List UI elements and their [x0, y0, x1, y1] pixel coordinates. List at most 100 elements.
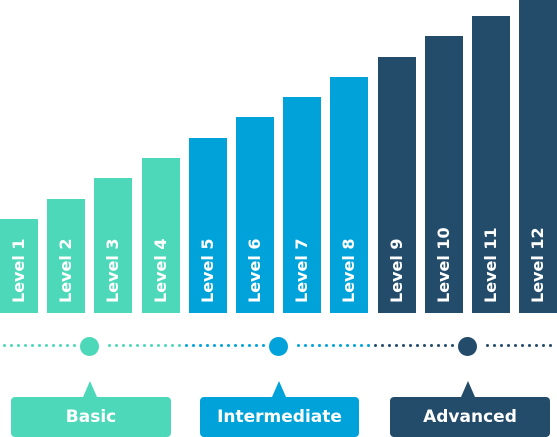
- level-bar-label: Level 11: [481, 227, 500, 303]
- timeline-dot: [171, 344, 174, 347]
- timeline-dot: [395, 344, 398, 347]
- progress-timeline: [0, 336, 557, 356]
- timeline-dot: [262, 344, 265, 347]
- level-bar-label: Level 3: [103, 238, 122, 303]
- timeline-dot: [528, 344, 531, 347]
- timeline-dot: [10, 344, 13, 347]
- basic-pointer: [83, 381, 97, 397]
- timeline-dot: [115, 344, 118, 347]
- level-bar-label: Level 1: [9, 238, 28, 303]
- basic-timeline-marker: [80, 337, 99, 356]
- timeline-dot: [325, 344, 328, 347]
- timeline-dot: [360, 344, 363, 347]
- level-bar: Level 12: [519, 0, 557, 313]
- level-bar-label: Level 5: [198, 238, 217, 303]
- level-bar: Level 9: [378, 57, 416, 313]
- level-bar: Level 5: [189, 138, 227, 313]
- timeline-dot: [444, 344, 447, 347]
- timeline-dot: [521, 344, 524, 347]
- timeline-dot: [150, 344, 153, 347]
- timeline-dot: [542, 344, 545, 347]
- timeline-dot: [346, 344, 349, 347]
- timeline-dot: [108, 344, 111, 347]
- timeline-dot: [227, 344, 230, 347]
- timeline-dot: [17, 344, 20, 347]
- level-bar-label: Level 8: [339, 238, 358, 303]
- level-bar-label: Level 10: [434, 227, 453, 303]
- timeline-dot: [31, 344, 34, 347]
- basic-label: Basic: [11, 397, 171, 437]
- timeline-dot: [136, 344, 139, 347]
- timeline-dot: [367, 344, 370, 347]
- timeline-dot: [52, 344, 55, 347]
- timeline-dot: [318, 344, 321, 347]
- timeline-dot: [234, 344, 237, 347]
- timeline-dot: [486, 344, 489, 347]
- timeline-dot: [451, 344, 454, 347]
- timeline-dot: [416, 344, 419, 347]
- intermediate-pointer: [272, 381, 286, 397]
- timeline-dot: [423, 344, 426, 347]
- timeline-dot: [402, 344, 405, 347]
- timeline-dot: [192, 344, 195, 347]
- timeline-dot: [374, 344, 377, 347]
- intermediate-timeline-marker: [269, 337, 288, 356]
- level-bar-label: Level 9: [387, 238, 406, 303]
- timeline-dot: [66, 344, 69, 347]
- level-bar: Level 1: [0, 219, 38, 313]
- timeline-dot: [388, 344, 391, 347]
- level-bar: Level 3: [94, 178, 132, 313]
- timeline-dot: [143, 344, 146, 347]
- level-bar: Level 8: [330, 77, 368, 313]
- timeline-dot: [59, 344, 62, 347]
- timeline-dot: [311, 344, 314, 347]
- level-bar-label: Level 6: [245, 238, 264, 303]
- timeline-dot: [164, 344, 167, 347]
- timeline-dot: [507, 344, 510, 347]
- level-bar: Level 7: [283, 97, 321, 313]
- timeline-dot: [220, 344, 223, 347]
- timeline-dot: [38, 344, 41, 347]
- timeline-dot: [409, 344, 412, 347]
- advanced-timeline-marker: [458, 337, 477, 356]
- timeline-dot: [304, 344, 307, 347]
- timeline-dot: [178, 344, 181, 347]
- timeline-dot: [213, 344, 216, 347]
- timeline-dot: [241, 344, 244, 347]
- timeline-dot: [437, 344, 440, 347]
- level-bar: Level 4: [142, 158, 180, 313]
- level-bar: Level 2: [47, 199, 85, 313]
- timeline-dot: [45, 344, 48, 347]
- timeline-dot: [514, 344, 517, 347]
- timeline-dot: [206, 344, 209, 347]
- timeline-dot: [24, 344, 27, 347]
- advanced-pointer: [461, 381, 475, 397]
- level-bar-label: Level 7: [292, 238, 311, 303]
- timeline-dot: [353, 344, 356, 347]
- timeline-dot: [122, 344, 125, 347]
- level-bar: Level 10: [425, 36, 463, 313]
- advanced-label: Advanced: [390, 397, 550, 437]
- level-bar: Level 6: [236, 117, 274, 313]
- level-bar-label: Level 4: [151, 238, 170, 303]
- timeline-dot: [332, 344, 335, 347]
- timeline-dot: [255, 344, 258, 347]
- timeline-dot: [535, 344, 538, 347]
- timeline-dot: [430, 344, 433, 347]
- timeline-dot: [500, 344, 503, 347]
- timeline-dot: [493, 344, 496, 347]
- timeline-dot: [381, 344, 384, 347]
- intermediate-label: Intermediate: [200, 397, 359, 437]
- timeline-dot: [339, 344, 342, 347]
- timeline-dot: [157, 344, 160, 347]
- timeline-dot: [199, 344, 202, 347]
- timeline-dot: [185, 344, 188, 347]
- level-bar-label: Level 2: [56, 238, 75, 303]
- timeline-dot: [549, 344, 552, 347]
- timeline-dot: [248, 344, 251, 347]
- timeline-dot: [129, 344, 132, 347]
- level-bar-label: Level 12: [528, 227, 547, 303]
- timeline-dot: [73, 344, 76, 347]
- level-bar: Level 11: [472, 16, 510, 313]
